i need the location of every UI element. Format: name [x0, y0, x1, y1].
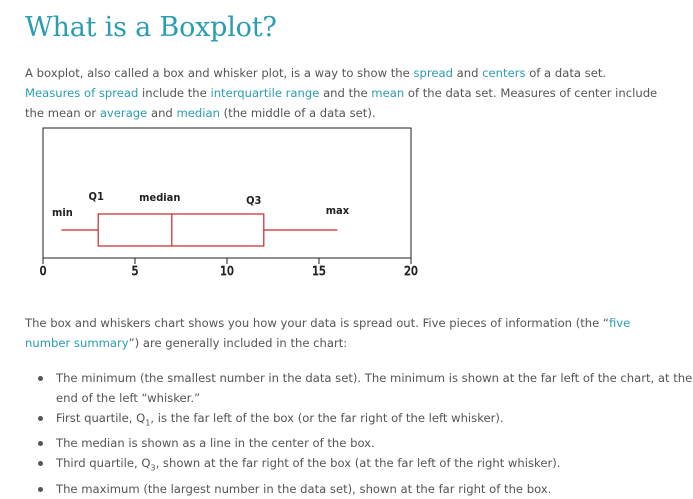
- intro-text: of a data set.: [525, 66, 607, 80]
- list-item-text: , is the far left of the box (or the far…: [150, 411, 504, 425]
- five-number-summary-link[interactable]: five number summary: [25, 316, 631, 350]
- intro-text: and: [147, 106, 177, 120]
- centers-link[interactable]: centers: [482, 66, 526, 80]
- interquartile-range-link[interactable]: interquartile range: [210, 86, 320, 100]
- spread-link[interactable]: spread: [413, 66, 453, 80]
- list-item: The maximum (the largest number in the d…: [38, 479, 693, 499]
- intro-text: include the: [138, 86, 211, 100]
- median-label: median: [139, 191, 180, 204]
- x-tick-label: 5: [132, 264, 139, 278]
- list-item: First quartile, Q1, is the far left of t…: [38, 408, 693, 433]
- list-item: The median is shown as a line in the cen…: [38, 433, 693, 453]
- summary-paragraph: The box and whiskers chart shows you how…: [25, 313, 665, 353]
- list-item-text: First quartile, Q: [56, 411, 146, 425]
- x-tick-label: 0: [40, 264, 47, 278]
- intro-text: of the data set. Measures of center incl…: [25, 86, 658, 120]
- summary-text: ”) are generally included in the chart:: [128, 336, 348, 350]
- q1-subscript: 1: [145, 418, 151, 428]
- intro-text: and the: [319, 86, 372, 100]
- list-item-text: Third quartile, Q: [56, 456, 151, 471]
- intro-text: and: [452, 66, 483, 80]
- list-item-text: , shown at the far right of the box (at …: [155, 456, 561, 471]
- summary-list: The minimum (the smallest number in the …: [25, 368, 693, 499]
- list-item: Third quartile, Q3, shown at the far rig…: [38, 453, 693, 478]
- iqr-box: [97, 213, 265, 247]
- q3-subscript: 3: [150, 463, 156, 473]
- measures-of-spread-link[interactable]: Measures of spread: [25, 86, 139, 100]
- list-item: The minimum (the smallest number in the …: [38, 368, 693, 408]
- x-tick-label: 20: [404, 264, 418, 278]
- q1-label: Q1: [89, 190, 104, 203]
- max-label: max: [326, 204, 350, 217]
- x-tick-label: 10: [220, 264, 234, 278]
- average-link[interactable]: average: [99, 106, 148, 120]
- boxplot-chart: 0 5 10 15 20 min Q1 median Q3 max: [39, 127, 418, 278]
- mean-link[interactable]: mean: [371, 86, 405, 100]
- summary-text: The box and whiskers chart shows you how…: [25, 316, 609, 330]
- intro-text: (the middle of a data set).: [219, 106, 376, 120]
- intro-paragraph: A boxplot, also called a box and whisker…: [25, 63, 665, 123]
- q3-label: Q3: [246, 194, 261, 207]
- min-label: min: [52, 206, 73, 219]
- intro-text: A boxplot, also called a box and whisker…: [25, 66, 414, 80]
- median-link[interactable]: median: [176, 106, 220, 120]
- x-tick-label: 15: [312, 264, 326, 278]
- page-title: What is a Boxplot?: [25, 12, 277, 43]
